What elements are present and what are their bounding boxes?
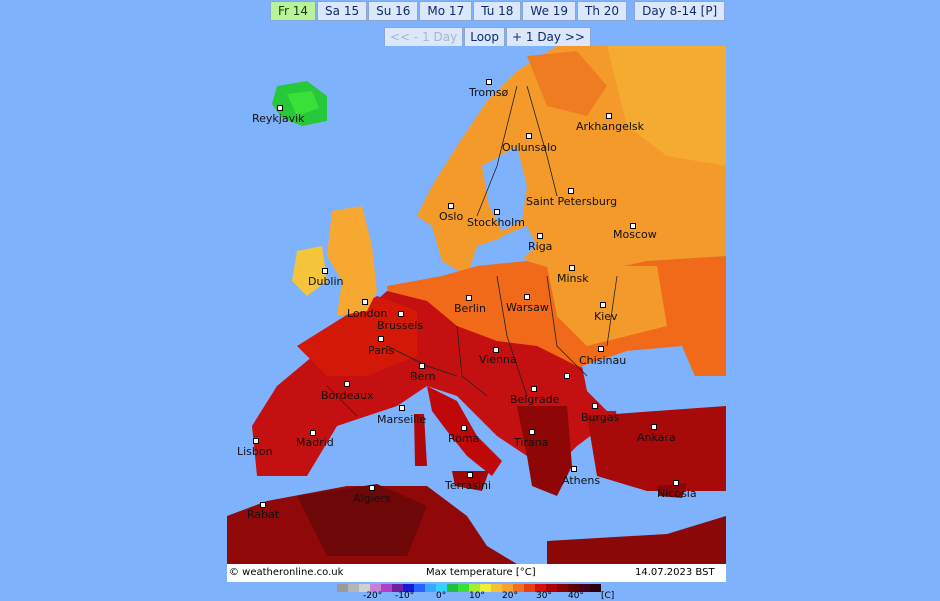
city-label: Ankara [637, 431, 676, 444]
legend-tick-label: 0° [436, 591, 447, 601]
legend-tick-label: [C] [601, 591, 615, 601]
map-footer: © weatheronline.co.uk Max temperature [°… [227, 564, 726, 582]
tab-day-4[interactable]: Tu 18 [473, 1, 522, 21]
legend-swatch [337, 584, 348, 592]
city-label: Vienna [479, 353, 517, 366]
city-label: Warsaw [506, 301, 549, 314]
legend-swatch [568, 584, 579, 592]
legend-swatch [546, 584, 557, 592]
day-tabs: Fr 14 Sa 15 Su 16 Mo 17 Tu 18 We 19 Th 20 Day 8… [270, 1, 726, 21]
legend-tick-label: 10° [469, 591, 485, 601]
city-label: Chisinau [579, 354, 627, 367]
city-label: Bordeaux [321, 389, 374, 402]
legend-swatch [414, 584, 425, 592]
legend-swatch [480, 584, 491, 592]
legend-swatch [590, 584, 601, 592]
city-label: Tirana [514, 436, 549, 449]
legend-swatch [557, 584, 568, 592]
legend-tick-label: 20° [502, 591, 518, 601]
city-label: Riga [528, 240, 553, 253]
legend-swatch [447, 584, 458, 592]
tab-day-0[interactable]: Fr 14 [270, 1, 317, 21]
tab-day-1[interactable]: Sa 15 [317, 1, 368, 21]
legend-swatch [535, 584, 546, 592]
city-label: Athens [562, 474, 601, 487]
city-label: Minsk [557, 272, 589, 285]
temperature-map[interactable]: Reykjavik Tromsø Arkhangelsk Oulunsalo Saint… [227, 46, 726, 564]
tab-day-8-14[interactable]: Day 8-14 [P] [634, 1, 726, 21]
legend-swatch [425, 584, 436, 592]
legend-swatch [513, 584, 524, 592]
legend-tick-label: 40° [568, 591, 584, 601]
city-label: Brussels [377, 319, 424, 332]
map-date: 14.07.2023 BST [635, 567, 715, 578]
city-label: Stockholm [467, 216, 525, 229]
legend-swatch [392, 584, 403, 592]
city-label: Berlin [454, 302, 486, 315]
city-label: Oslo [439, 210, 464, 223]
color-legend [337, 584, 601, 592]
legend-swatch [436, 584, 447, 592]
legend-swatch [579, 584, 590, 592]
city-label: Lisbon [237, 445, 273, 458]
tab-day-3[interactable]: Mo 17 [419, 1, 473, 21]
loop-button[interactable]: Loop [464, 27, 505, 47]
legend-swatch [348, 584, 359, 592]
city-label: Oulunsalo [502, 141, 557, 154]
legend-swatch [359, 584, 370, 592]
city-label: Saint Petersburg [526, 195, 618, 208]
legend-swatch [403, 584, 414, 592]
britain [327, 206, 377, 316]
city-label: Rabat [247, 508, 280, 521]
legend-tick-label: 30° [536, 591, 552, 601]
legend-swatch [458, 584, 469, 592]
city-label: Belgrade [510, 393, 560, 406]
copyright-text[interactable]: © weatheronline.co.uk [229, 567, 344, 578]
city-label: Arkhangelsk [576, 120, 645, 133]
city-label: Burgas [581, 411, 620, 424]
city-label: Nicosia [657, 487, 697, 500]
map-canvas [227, 46, 726, 564]
prev-day-button[interactable]: << - 1 Day [384, 27, 464, 47]
legend-swatch [381, 584, 392, 592]
city-label: Algiers [353, 492, 391, 505]
city-label: London [347, 307, 388, 320]
ireland [292, 246, 327, 296]
legend-swatch [370, 584, 381, 592]
city-label: Paris [368, 344, 395, 357]
city-label: Dublin [308, 275, 344, 288]
city-label: Roma [448, 432, 480, 445]
legend-swatch [524, 584, 535, 592]
tab-day-2[interactable]: Su 16 [368, 1, 419, 21]
tab-day-6[interactable]: Th 20 [577, 1, 628, 21]
city-label: Moscow [613, 228, 657, 241]
legend-tick-label: -10° [395, 591, 415, 601]
legend-swatch [491, 584, 502, 592]
next-day-button[interactable]: + 1 Day >> [506, 27, 591, 47]
city-label: Marseille [377, 413, 427, 426]
legend-swatch [502, 584, 513, 592]
city-label: Terrasini [445, 479, 492, 492]
legend-ticks: -20° -10° 0° 10° 20° 30° 40° [C] [337, 591, 637, 601]
city-label: Reykjavik [252, 112, 305, 125]
tab-day-5[interactable]: We 19 [522, 1, 577, 21]
legend-swatch [469, 584, 480, 592]
legend-tick-label: -20° [363, 591, 383, 601]
city-label: Tromsø [469, 86, 509, 99]
map-title: Max temperature [°C] [426, 567, 536, 578]
city-label: Kiev [594, 310, 618, 323]
city-label: Bern [410, 370, 436, 383]
city-label: Madrid [296, 436, 334, 449]
day-navigation: << - 1 Day Loop + 1 Day >> [384, 27, 592, 47]
